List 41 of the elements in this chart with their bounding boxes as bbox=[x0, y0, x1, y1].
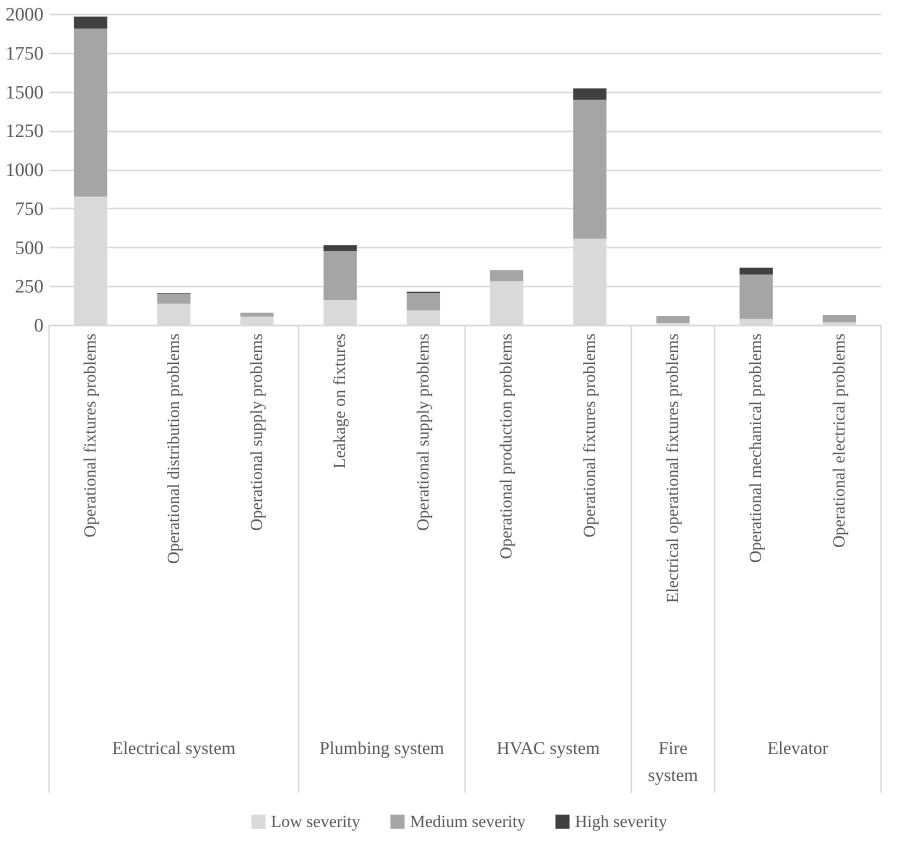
x-tick-label: Operational supply problems bbox=[413, 334, 432, 531]
bar bbox=[573, 100, 606, 239]
y-tick-label: 2000 bbox=[6, 4, 44, 26]
y-tick-label: 1000 bbox=[6, 160, 44, 181]
bar bbox=[822, 315, 856, 322]
x-tick-label: Operational distribution problems bbox=[164, 334, 183, 564]
bar bbox=[573, 88, 606, 100]
text: Fire system bbox=[648, 738, 698, 785]
x-tick-label: Leakage on fixtures bbox=[330, 334, 350, 468]
text: Plumbing system bbox=[320, 738, 444, 758]
bar bbox=[324, 245, 357, 252]
bar bbox=[157, 294, 190, 304]
bar bbox=[740, 274, 773, 319]
y-tick-label: 1250 bbox=[6, 121, 44, 142]
legend-label: High severity bbox=[575, 812, 668, 831]
text: HVAC system bbox=[496, 738, 600, 758]
x-tick-label: Operational fixtures problems bbox=[580, 334, 599, 538]
y-tick-label: 250 bbox=[15, 276, 44, 298]
bar bbox=[74, 16, 108, 29]
y-tick-label: 1500 bbox=[6, 82, 44, 104]
x-tick-label: Electrical operational fixtures problems bbox=[663, 334, 682, 604]
bar bbox=[74, 28, 108, 197]
text: Elevator bbox=[767, 738, 828, 758]
y-tick-label: 500 bbox=[15, 238, 44, 259]
y-tick-label: 1750 bbox=[6, 43, 44, 64]
legend-label: Medium severity bbox=[410, 812, 526, 831]
bar bbox=[240, 312, 274, 317]
y-tick-label: 750 bbox=[15, 198, 44, 220]
bar bbox=[656, 316, 690, 323]
x-tick-label: Operational production problems bbox=[496, 334, 516, 560]
x-tick-label: Operational mechanical problems bbox=[746, 334, 766, 563]
x-tick-label: Operational supply problems bbox=[247, 334, 266, 531]
bar bbox=[740, 268, 773, 274]
bar bbox=[490, 270, 524, 282]
x-tick-label: Operational electrical problems bbox=[829, 334, 848, 548]
y-tick-label: 0 bbox=[34, 316, 44, 336]
bar bbox=[406, 292, 440, 310]
x-tick-label: Operational fixtures problems bbox=[80, 334, 100, 538]
bar bbox=[324, 251, 357, 300]
legend-label: Low severity bbox=[271, 812, 361, 831]
text: Electrical system bbox=[112, 738, 236, 758]
